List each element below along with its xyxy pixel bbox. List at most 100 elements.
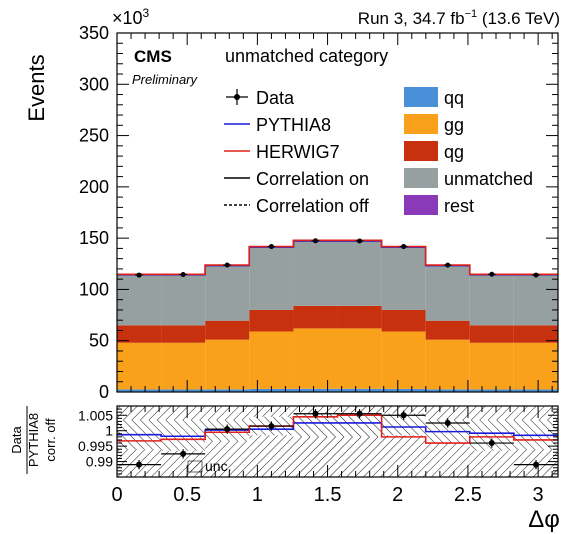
- ratio-data-point: [136, 461, 143, 468]
- y-tick-label: 350: [79, 23, 109, 43]
- ratio-unc-lower: [205, 441, 250, 477]
- bar-unmatched: [381, 247, 426, 310]
- ratio-ylabel-bottom: PYTHIA8: [26, 413, 41, 467]
- bar-gg: [513, 342, 558, 390]
- ratio-unc-band: [337, 413, 382, 437]
- legend-mc: Data PYTHIA8 HERWIG7 Correlation on Correlat…: [224, 88, 370, 216]
- ratio-unc-upper: [117, 406, 162, 420]
- bar-qq: [381, 388, 426, 392]
- ratio-unc-lower: [469, 450, 514, 477]
- preliminary-label: Preliminary: [132, 72, 199, 87]
- ratio-data-point: [356, 410, 363, 417]
- legend-label: qq: [444, 88, 464, 108]
- legend-label: Correlation on: [256, 169, 369, 189]
- unc-legend-swatch: [187, 460, 203, 473]
- ratio-unc-lower: [425, 443, 470, 477]
- legend-swatch-rest: [404, 195, 438, 215]
- data-point: [533, 272, 539, 278]
- legend-label: rest: [444, 196, 474, 216]
- bar-unmatched: [249, 247, 294, 310]
- bar-qq: [469, 389, 514, 392]
- ratio-lines: [117, 414, 558, 444]
- bar-qg: [161, 325, 206, 343]
- y-tick-label: 150: [79, 228, 109, 248]
- ratio-data-point: [488, 440, 495, 447]
- ratio-unc-upper: [425, 406, 470, 420]
- mc-lines: [117, 239, 558, 276]
- legend-label: PYTHIA8: [256, 115, 331, 135]
- x-tick-label: 3: [533, 484, 544, 506]
- bar-qg: [249, 309, 294, 332]
- data-point: [136, 272, 142, 278]
- legend-swatch-qq: [404, 87, 438, 107]
- bar-qg: [205, 320, 250, 340]
- category-label: unmatched category: [225, 46, 388, 66]
- y-exponent: ×103: [112, 6, 150, 28]
- bar-qg: [425, 320, 470, 340]
- bar-gg: [337, 328, 382, 389]
- ratio-unc-upper: [161, 406, 206, 420]
- bar-unmatched: [513, 275, 558, 326]
- y-tick-label: 200: [79, 177, 109, 197]
- bar-gg: [381, 331, 426, 389]
- main-x-ticks: [116, 33, 553, 392]
- bar-gg: [469, 342, 514, 390]
- ratio-data-point: [312, 410, 319, 417]
- ratio-unc-upper: [205, 406, 250, 420]
- ratio-tick-label: 0.99: [86, 454, 113, 470]
- legend-label: HERWIG7: [256, 142, 340, 162]
- ratio-herwig7-line: [117, 414, 558, 444]
- y-tick-label: 100: [79, 279, 109, 299]
- bar-gg: [249, 331, 294, 389]
- ratio-x-axis: 0 0.5 1 1.5 2 2.5 3: [111, 406, 553, 506]
- main-y-axis: 0 50 100 150 200 250 300 350: [79, 23, 558, 402]
- ratio-data-points: [117, 409, 558, 470]
- herwig7-line: [117, 239, 558, 276]
- main-frame: [116, 32, 559, 393]
- bar-qq: [337, 388, 382, 392]
- bar-qq: [161, 389, 206, 392]
- ratio-data-point: [180, 450, 187, 457]
- ratio-tick-label: 1: [105, 423, 113, 439]
- data-point: [224, 262, 230, 268]
- legend-label: Data: [256, 88, 295, 108]
- legend-label: Correlation off: [256, 196, 370, 216]
- x-axis-label: Δφ: [528, 506, 560, 533]
- x-tick-label: 1.5: [314, 484, 342, 506]
- ratio-ylabel-note: corr. off: [43, 418, 58, 462]
- ratio-unc-upper: [469, 406, 514, 420]
- bar-qq: [205, 389, 250, 392]
- legend-label: qg: [444, 142, 464, 162]
- bar-unmatched: [337, 241, 382, 306]
- legend-components: qq gg qg unmatched rest: [404, 87, 533, 216]
- data-point: [180, 272, 186, 278]
- bar-qg: [117, 325, 162, 343]
- run-label: Run 3, 34.7 fb−1 (13.6 TeV): [358, 8, 560, 28]
- y-axis-label: Events: [24, 54, 49, 121]
- data-point: [445, 262, 451, 268]
- ratio-unc-band: [381, 413, 426, 436]
- bar-qg: [469, 325, 514, 343]
- ratio-frame: [116, 405, 559, 478]
- bar-qq: [425, 389, 470, 392]
- ratio-unc-lower: [293, 436, 338, 477]
- bar-unmatched: [161, 275, 206, 326]
- x-tick-label: 0.5: [173, 484, 201, 506]
- bar-unmatched: [117, 275, 162, 326]
- bar-qg: [381, 309, 426, 332]
- ratio-unc-upper: [513, 406, 558, 420]
- y-tick-label: 300: [79, 74, 109, 94]
- bar-unmatched: [425, 265, 470, 321]
- bar-gg: [293, 328, 338, 389]
- legend-swatch-qg: [404, 141, 438, 161]
- ratio-data-point: [268, 423, 275, 430]
- x-tick-label: 0: [111, 484, 122, 506]
- bar-qq: [293, 388, 338, 392]
- bar-qq: [513, 389, 558, 392]
- data-point: [401, 244, 407, 250]
- cms-label: CMS: [134, 47, 172, 66]
- data-points: [135, 238, 541, 278]
- data-point: [489, 271, 495, 277]
- ratio-unc-lower: [249, 435, 294, 477]
